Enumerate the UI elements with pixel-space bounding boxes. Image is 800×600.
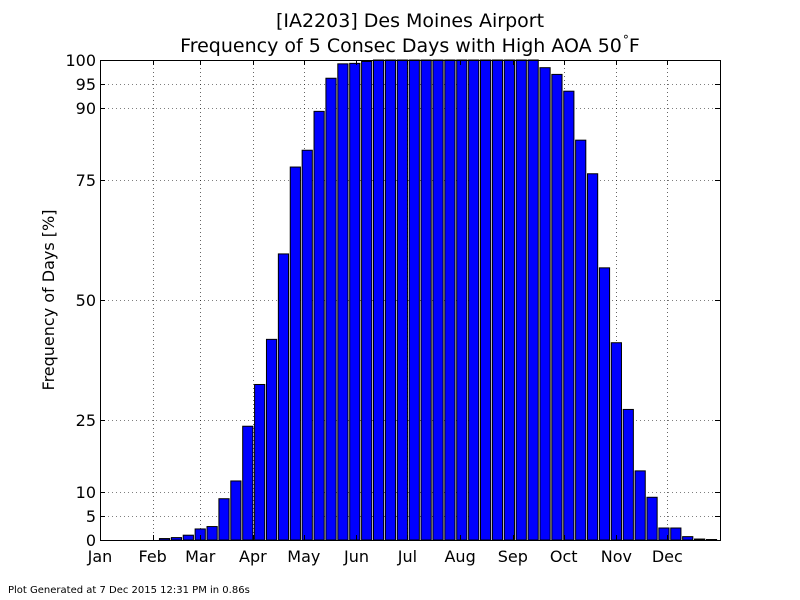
bar <box>622 408 634 541</box>
x-tick-label: Oct <box>550 547 578 566</box>
bar <box>313 110 325 541</box>
y-tick-label: 95 <box>76 75 96 94</box>
bar <box>182 534 194 541</box>
y-tick-label: 5 <box>86 507 96 526</box>
bar <box>456 59 468 541</box>
bar <box>289 166 301 541</box>
y-axis-label: Frequency of Days [%] <box>39 210 58 391</box>
x-tick-labels: Jan Feb Mar Apr May Jun Jul Aug Sep Oct Nov Dec <box>87 547 683 566</box>
x-tick-label: Apr <box>239 547 267 566</box>
bar <box>325 77 337 541</box>
bar <box>515 59 527 541</box>
y-tick-label: 100 <box>65 51 96 70</box>
bar <box>670 527 682 541</box>
x-tick-label: Jan <box>87 547 113 566</box>
bar <box>468 59 480 541</box>
y-tick-labels: 0 5 10 25 50 75 90 95 100 <box>65 51 96 550</box>
bar <box>242 425 254 541</box>
y-tick-label: 50 <box>76 291 96 310</box>
bar <box>539 67 551 541</box>
bar <box>527 59 539 541</box>
chart-title-line2: Frequency of 5 Consec Days with High AOA… <box>180 33 640 57</box>
bar <box>170 537 183 541</box>
bar <box>396 59 408 541</box>
bar <box>301 149 313 541</box>
x-tick-label: Aug <box>444 547 475 566</box>
x-tick-label: Sep <box>498 547 528 566</box>
bar <box>408 59 420 541</box>
bar <box>337 63 349 541</box>
x-tick-label: May <box>287 547 320 566</box>
bars <box>158 59 718 541</box>
bar <box>587 173 599 541</box>
x-tick-label: Nov <box>601 547 632 566</box>
bar <box>444 59 456 541</box>
bar <box>598 267 611 541</box>
y-tick-label: 0 <box>86 531 96 550</box>
chart-title-line1: [IA2203] Des Moines Airport <box>276 10 544 32</box>
bar <box>610 342 622 541</box>
y-tick-label: 25 <box>76 411 96 430</box>
bar <box>361 60 373 541</box>
bar <box>432 59 444 541</box>
bar <box>254 383 266 541</box>
x-tick-label: Jun <box>343 547 369 566</box>
bar <box>682 536 694 541</box>
x-tick-label: Mar <box>185 547 216 566</box>
bar <box>551 73 563 541</box>
bar <box>491 59 504 541</box>
bar <box>634 470 646 541</box>
bar <box>575 139 587 541</box>
bar <box>646 496 658 541</box>
bar <box>479 59 492 541</box>
bar <box>349 62 361 541</box>
bar <box>265 338 278 541</box>
bar <box>694 538 706 541</box>
bar <box>563 90 575 541</box>
chart-title-line2-main: Frequency of 5 Consec Days with High AOA… <box>180 35 622 57</box>
bar <box>230 480 242 541</box>
y-tick-label: 90 <box>76 99 96 118</box>
bar <box>372 59 385 541</box>
chart-title-degree: ° <box>623 33 629 47</box>
bar <box>206 526 218 541</box>
bar <box>277 253 290 541</box>
x-tick-label: Dec <box>652 547 683 566</box>
ticks <box>100 60 720 541</box>
bar <box>384 59 397 541</box>
chart-title-unit: F <box>629 35 640 57</box>
footer-note: Plot Generated at 7 Dec 2015 12:31 PM in… <box>8 585 250 596</box>
y-tick-label: 75 <box>76 171 96 190</box>
bar <box>218 498 230 541</box>
bar <box>420 59 432 541</box>
bar <box>503 59 515 541</box>
x-tick-label: Feb <box>138 547 166 566</box>
y-tick-label: 10 <box>76 483 96 502</box>
bar <box>158 538 171 541</box>
x-tick-label: Jul <box>397 547 417 566</box>
